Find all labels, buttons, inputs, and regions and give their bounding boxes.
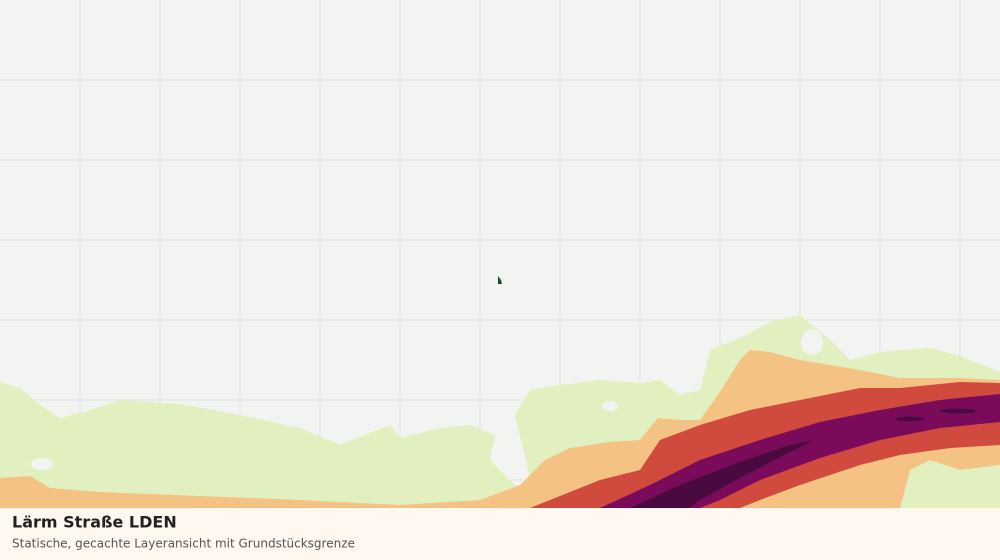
panel-subtitle: Statische, gecachte Layeransicht mit Gru…: [12, 537, 355, 551]
noise-zone-low: [900, 460, 1000, 508]
noise-zone-extreme: [940, 408, 976, 414]
noise-zone-extreme: [630, 440, 815, 508]
parcel-marker: [498, 276, 502, 284]
gap: [602, 401, 618, 411]
info-panel: [0, 508, 1000, 560]
noise-zone-extreme: [896, 416, 924, 422]
panel-title: Lärm Straße LDEN: [12, 513, 177, 532]
gap: [801, 329, 823, 355]
gap: [31, 458, 53, 470]
noise-zone-medium: [0, 350, 1000, 560]
